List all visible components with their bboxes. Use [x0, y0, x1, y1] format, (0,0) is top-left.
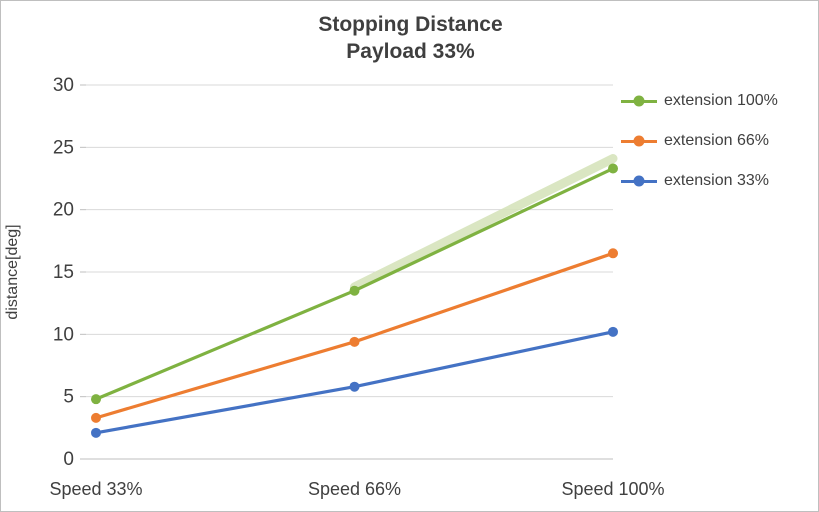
y-tick-label: 10 — [53, 324, 74, 345]
legend-item-extension-33: extension 33% — [621, 171, 778, 191]
series-marker-extension-100 — [91, 394, 101, 405]
y-tick-label: 25 — [53, 137, 74, 158]
series-marker-extension-33 — [349, 381, 360, 392]
legend-label: extension 33% — [664, 172, 769, 189]
series-line-extension-66 — [94, 251, 615, 420]
legend-item-extension-100: extension 100% — [621, 91, 778, 111]
x-category-label: Speed 33% — [49, 479, 142, 499]
legend-marker-icon — [633, 175, 645, 187]
y-tick-label: 0 — [63, 449, 74, 470]
legend-line-icon — [621, 95, 657, 107]
legend-label: extension 66% — [664, 132, 769, 149]
series-marker-extension-100 — [349, 285, 360, 296]
series-marker-extension-66 — [349, 336, 360, 347]
series-marker-extension-33 — [91, 427, 101, 438]
series-glow — [350, 154, 618, 292]
x-category-label: Speed 66% — [308, 479, 401, 499]
series-marker-extension-100 — [608, 163, 618, 174]
legend-line-icon — [621, 135, 657, 147]
chart-title-line1: Stopping Distance — [318, 13, 503, 36]
y-tick-label: 15 — [53, 262, 74, 283]
legend-line-icon — [621, 175, 657, 187]
legend: extension 100% extension 66% extension 33% — [621, 91, 778, 191]
y-tick-label: 20 — [53, 200, 74, 221]
legend-marker-icon — [633, 95, 645, 107]
legend-label: extension 100% — [664, 92, 778, 109]
series-marker-extension-66 — [608, 248, 618, 259]
legend-item-extension-66: extension 66% — [621, 131, 778, 151]
y-tick-label: 30 — [53, 75, 74, 96]
series-marker-extension-66 — [91, 412, 101, 423]
series-marker-extension-33 — [608, 326, 618, 337]
legend-marker-icon — [633, 135, 645, 147]
y-tick-label: 5 — [63, 387, 74, 408]
chart-title-line2: Payload 33% — [346, 40, 475, 63]
x-category-label: Speed 100% — [561, 479, 664, 499]
chart-title: Stopping Distance Payload 33% — [1, 11, 818, 65]
